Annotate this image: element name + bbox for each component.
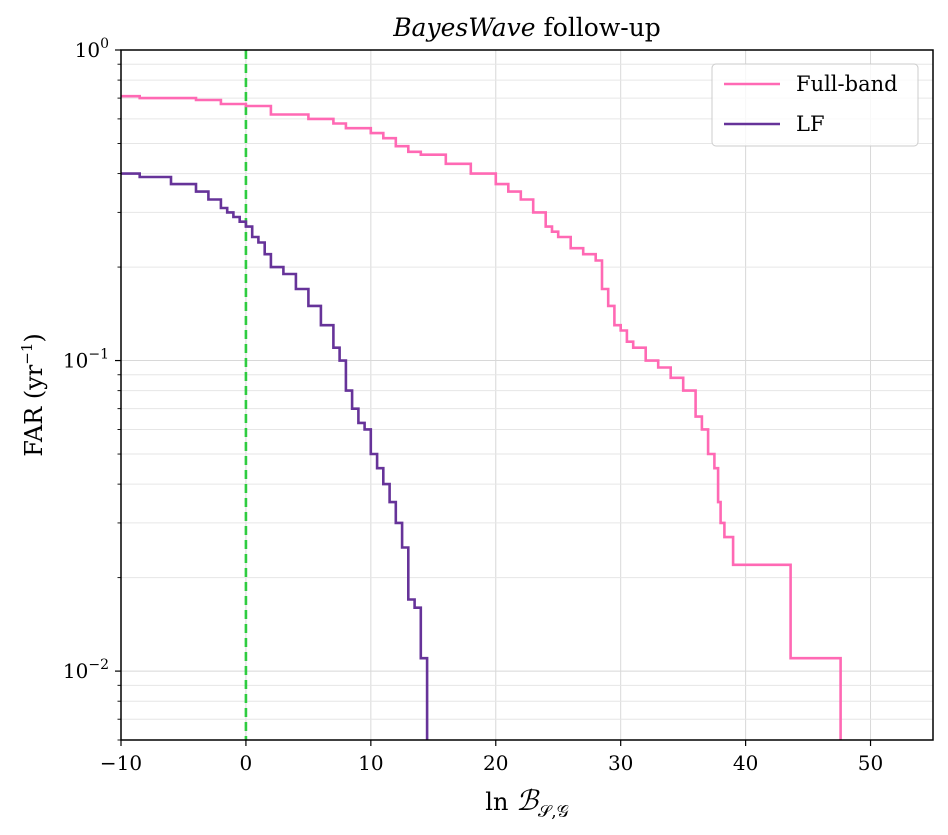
y-tick-label: 10−1 <box>63 347 109 373</box>
x-tick-label: 40 <box>733 751 758 775</box>
x-axis-label-symbol: ℬ <box>516 784 540 817</box>
y-tick-label-exponent: 0 <box>100 36 109 52</box>
chart-title-rest: follow-up <box>536 13 661 42</box>
x-axis-label-prefix: ln <box>485 788 516 816</box>
x-tick-label: 50 <box>858 751 883 775</box>
y-tick-label-exponent: −1 <box>88 347 109 363</box>
y-tick-label-base: 10 <box>63 659 88 683</box>
y-tick-label-base: 10 <box>75 38 100 62</box>
legend-label-lf: LF <box>796 112 825 136</box>
y-tick-label-base: 10 <box>63 349 88 373</box>
y-tick-label: 10−2 <box>63 657 109 683</box>
x-tick-label: 10 <box>358 751 383 775</box>
x-tick-label: 0 <box>240 751 253 775</box>
y-axis-label-main: FAR (yr <box>20 364 48 457</box>
x-axis-label: ln ℬ𝒮,𝒢 <box>485 784 568 822</box>
y-tick-label-exponent: −2 <box>88 657 109 673</box>
legend-label-full-band: Full-band <box>796 72 898 96</box>
legend: Full-band LF <box>711 63 919 147</box>
series-line-full-band <box>121 94 842 740</box>
y-tick-label: 100 <box>75 36 109 62</box>
series-line-lf <box>121 172 429 740</box>
x-tick-label: 20 <box>483 751 508 775</box>
x-tick-label: 30 <box>608 751 633 775</box>
y-axis-label: FAR (yr−1) <box>18 333 48 457</box>
chart-title: BayesWave follow-up <box>392 13 661 42</box>
x-axis-label-subscript: 𝒮,𝒢 <box>538 802 569 822</box>
chart-title-italic: BayesWave <box>392 13 535 42</box>
y-axis-label-end: ) <box>20 333 48 342</box>
y-axis-label-superscript: −1 <box>18 343 36 365</box>
x-tick-label: −10 <box>100 751 142 775</box>
plot-frame <box>120 49 934 741</box>
series-layer <box>121 94 842 740</box>
